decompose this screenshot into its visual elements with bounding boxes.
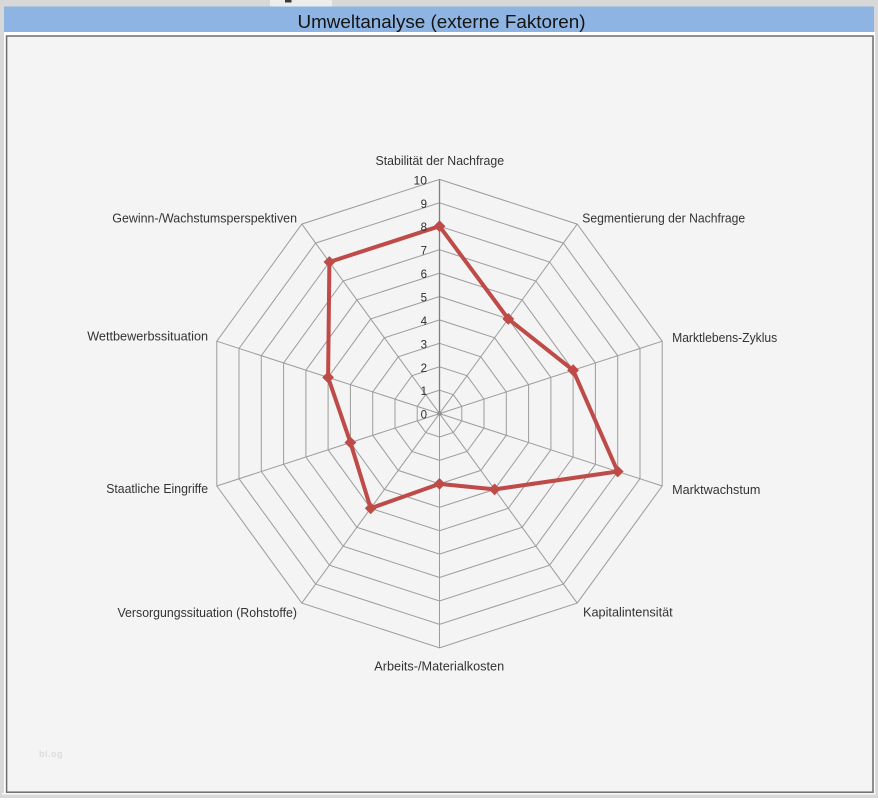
svg-text:Marktlebens-Zyklus: Marktlebens-Zyklus <box>672 330 778 345</box>
svg-text:2: 2 <box>421 363 427 375</box>
svg-text:9: 9 <box>421 199 427 211</box>
svg-text:8: 8 <box>421 222 427 234</box>
svg-text:Kapitalintensität: Kapitalintensität <box>583 604 673 619</box>
svg-text:Umweltanalyse (externe Faktore: Umweltanalyse (externe Faktoren) <box>298 12 586 32</box>
svg-text:Arbeits-/Materialkosten: Arbeits-/Materialkosten <box>374 659 504 674</box>
svg-text:bl.og: bl.og <box>39 749 63 759</box>
svg-text:6: 6 <box>421 269 427 281</box>
svg-text:4: 4 <box>421 316 428 328</box>
svg-text:Gewinn-/Wachstumsperspektiven: Gewinn-/Wachstumsperspektiven <box>112 211 297 226</box>
svg-text:Segmentierung der Nachfrage: Segmentierung der Nachfrage <box>582 210 745 225</box>
svg-text:5: 5 <box>421 293 427 305</box>
svg-text:7: 7 <box>421 246 427 258</box>
svg-text:10: 10 <box>414 175 428 187</box>
svg-text:Marktwachstum: Marktwachstum <box>672 482 760 497</box>
svg-text:0: 0 <box>421 410 427 422</box>
svg-text:Wettbewerbssituation: Wettbewerbssituation <box>87 329 208 344</box>
svg-text:Staatliche Eingriffe: Staatliche Eingriffe <box>106 481 208 496</box>
svg-text:1: 1 <box>421 386 427 398</box>
svg-text:Versorgungssituation (Rohstoff: Versorgungssituation (Rohstoffe) <box>118 605 298 620</box>
svg-text:3: 3 <box>421 339 427 351</box>
svg-text:Stabilität der Nachfrage: Stabilität der Nachfrage <box>376 153 505 168</box>
